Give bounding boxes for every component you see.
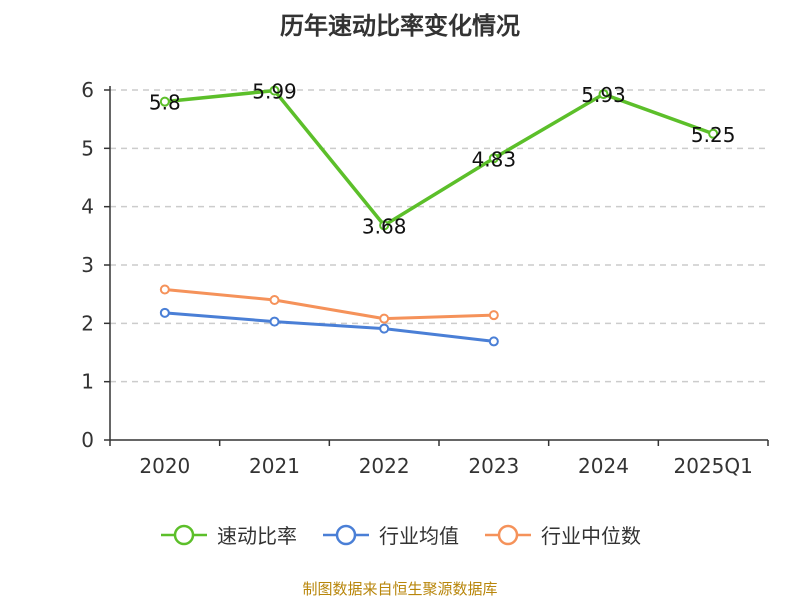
legend-item[interactable]: 行业均值 bbox=[321, 520, 459, 549]
legend-item[interactable]: 速动比率 bbox=[159, 520, 297, 549]
x-tick-label: 2020 bbox=[139, 454, 190, 478]
legend-label: 速动比率 bbox=[217, 524, 297, 548]
x-tick-label: 2024 bbox=[578, 454, 629, 478]
data-point bbox=[379, 323, 390, 334]
data-point bbox=[488, 153, 499, 164]
series-line bbox=[164, 88, 714, 228]
data-point bbox=[488, 310, 499, 321]
data-label: 3.68 bbox=[362, 214, 407, 238]
data-point bbox=[708, 128, 719, 139]
y-tick-label: 0 bbox=[81, 428, 94, 452]
data-label: 5.25 bbox=[691, 123, 736, 147]
data-point bbox=[269, 316, 280, 327]
y-tick-label: 5 bbox=[81, 136, 94, 160]
series-line bbox=[164, 288, 494, 321]
chart-title: 历年速动比率变化情况 bbox=[280, 12, 520, 40]
data-label: 5.99 bbox=[252, 80, 297, 104]
legend-circle bbox=[173, 524, 195, 545]
legend-marker-icon bbox=[161, 524, 207, 545]
data-point bbox=[159, 96, 170, 107]
legend-item[interactable]: 行业中位数 bbox=[483, 520, 641, 549]
source-note: 制图数据来自恒生聚源数据库 bbox=[302, 580, 498, 598]
legend-marker-icon bbox=[485, 524, 531, 545]
x-tick-label: 2025Q1 bbox=[673, 454, 752, 478]
y-tick-label: 6 bbox=[81, 78, 94, 102]
data-point bbox=[269, 85, 280, 96]
legend: 速动比率 行业均值 行业中位数 bbox=[0, 520, 800, 549]
y-tick-label: 1 bbox=[81, 370, 94, 394]
legend-label: 行业均值 bbox=[379, 524, 459, 548]
legend-circle bbox=[497, 524, 519, 545]
data-point bbox=[379, 220, 390, 231]
data-label: 5.93 bbox=[581, 83, 626, 107]
x-tick-label: 2021 bbox=[249, 454, 300, 478]
data-point bbox=[379, 313, 390, 324]
data-label: 4.83 bbox=[472, 147, 517, 171]
y-tick-label: 4 bbox=[81, 195, 94, 219]
legend-circle bbox=[335, 524, 357, 545]
y-tick-label: 3 bbox=[81, 253, 94, 277]
x-tick-label: 2023 bbox=[468, 454, 519, 478]
data-point bbox=[598, 89, 609, 100]
legend-marker-icon bbox=[323, 524, 369, 545]
data-point bbox=[488, 336, 499, 347]
y-tick-label: 2 bbox=[81, 311, 94, 335]
data-point bbox=[159, 307, 170, 318]
series-line bbox=[164, 311, 495, 343]
x-tick-label: 2022 bbox=[359, 454, 410, 478]
legend-label: 行业中位数 bbox=[541, 524, 641, 548]
data-point bbox=[159, 284, 170, 295]
data-label: 5.8 bbox=[149, 91, 181, 115]
data-point bbox=[269, 295, 280, 305]
